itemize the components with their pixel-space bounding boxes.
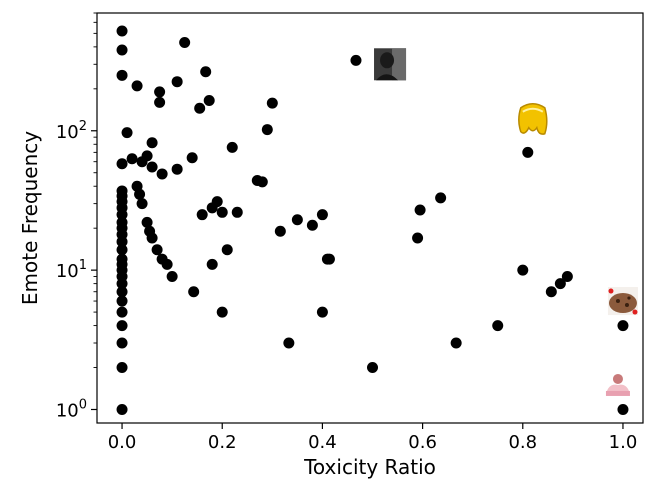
scatter-point	[188, 286, 200, 298]
scatter-point	[216, 306, 228, 318]
scatter-point	[517, 264, 529, 276]
scatter-point	[141, 216, 153, 228]
y-tick-label: 102	[56, 119, 87, 143]
emote-layer	[374, 48, 638, 396]
scatter-point	[554, 278, 566, 290]
scatter-point	[266, 97, 278, 109]
x-tick-label: 0.8	[508, 432, 537, 453]
dark-portrait-emote	[374, 48, 407, 81]
scatter-point	[414, 204, 426, 216]
x-tick-label: 1.0	[609, 432, 638, 453]
scatter-point	[166, 271, 178, 283]
scatter-point	[116, 295, 128, 307]
scatter-point	[256, 176, 268, 188]
scatter-point	[156, 168, 168, 180]
scatter-point	[116, 244, 128, 256]
scatter-point	[291, 214, 303, 226]
yellow-blob-emote	[518, 102, 548, 135]
scatter-point	[116, 69, 128, 81]
scatter-point	[116, 403, 128, 415]
scatter-point	[617, 403, 629, 415]
scatter-point	[134, 188, 146, 200]
x-tick-label: 0.4	[308, 432, 337, 453]
scatter-point	[316, 209, 328, 221]
scatter-point	[171, 76, 183, 88]
scatter-point	[194, 102, 206, 114]
x-axis-label: Toxicity Ratio	[303, 455, 436, 479]
points-layer	[116, 25, 629, 415]
scatter-point	[116, 286, 128, 298]
scatter-point	[141, 150, 153, 162]
scatter-point	[116, 44, 128, 56]
scatter-point	[261, 124, 273, 136]
scatter-point	[522, 146, 534, 158]
x-tick-label: 0.2	[208, 432, 237, 453]
scatter-point	[131, 80, 143, 92]
scatter-point	[154, 86, 166, 98]
scatter-point	[306, 219, 318, 231]
scatter-point	[116, 362, 128, 374]
scatter-point	[211, 196, 223, 208]
scatter-point	[283, 337, 295, 349]
scatter-point	[412, 232, 424, 244]
scatter-point	[226, 141, 238, 153]
scatter-point	[221, 244, 233, 256]
y-tick-label: 101	[56, 258, 87, 282]
scatter-point	[435, 192, 447, 204]
scatter-point	[136, 198, 148, 210]
scatter-point	[116, 185, 128, 197]
scatter-point	[151, 244, 163, 256]
scatter-point	[116, 25, 128, 37]
scatter-point	[200, 66, 212, 78]
scatter-point	[206, 258, 218, 270]
scatter-point	[116, 158, 128, 170]
scatter-point	[154, 96, 166, 108]
scatter-point	[617, 320, 629, 332]
y-axis-label: Emote Frequency	[18, 131, 42, 305]
scatter-point	[146, 161, 158, 173]
x-tick-label: 0.0	[108, 432, 137, 453]
scatter-point	[126, 153, 138, 165]
scatter-point	[179, 36, 191, 48]
plot-frame	[96, 12, 644, 424]
scatter-point	[216, 206, 228, 218]
scatter-point	[231, 206, 243, 218]
pink-figure-emote	[605, 373, 630, 396]
scatter-point	[116, 337, 128, 349]
scatter-point	[316, 306, 328, 318]
scatter-point	[350, 54, 362, 66]
scatter-point	[121, 127, 133, 139]
scatter-point	[367, 362, 379, 374]
x-axis: 0.0 0.2 0.4 0.6 0.8 1.0	[108, 423, 638, 453]
x-tick-label: 0.6	[408, 432, 437, 453]
scatter-point	[323, 253, 335, 265]
scatter-point	[203, 94, 215, 106]
scatter-point	[561, 271, 573, 283]
scatter-point	[450, 337, 462, 349]
scatter-point	[492, 320, 504, 332]
scatter-point	[171, 163, 183, 175]
scatter-point	[116, 320, 128, 332]
scatter-point	[545, 286, 557, 298]
scatter-point	[161, 258, 173, 270]
scatter-point	[116, 216, 128, 228]
cookie-emote	[607, 287, 638, 316]
scatter-point	[116, 306, 128, 318]
scatter-point	[146, 232, 158, 244]
scatter-point	[116, 253, 128, 265]
y-axis: 100 101 102	[56, 12, 97, 421]
y-tick-label: 100	[56, 397, 87, 421]
scatter-point	[196, 209, 208, 221]
scatter-point	[186, 152, 198, 164]
scatter-point	[274, 225, 286, 237]
scatter-point	[146, 137, 158, 149]
